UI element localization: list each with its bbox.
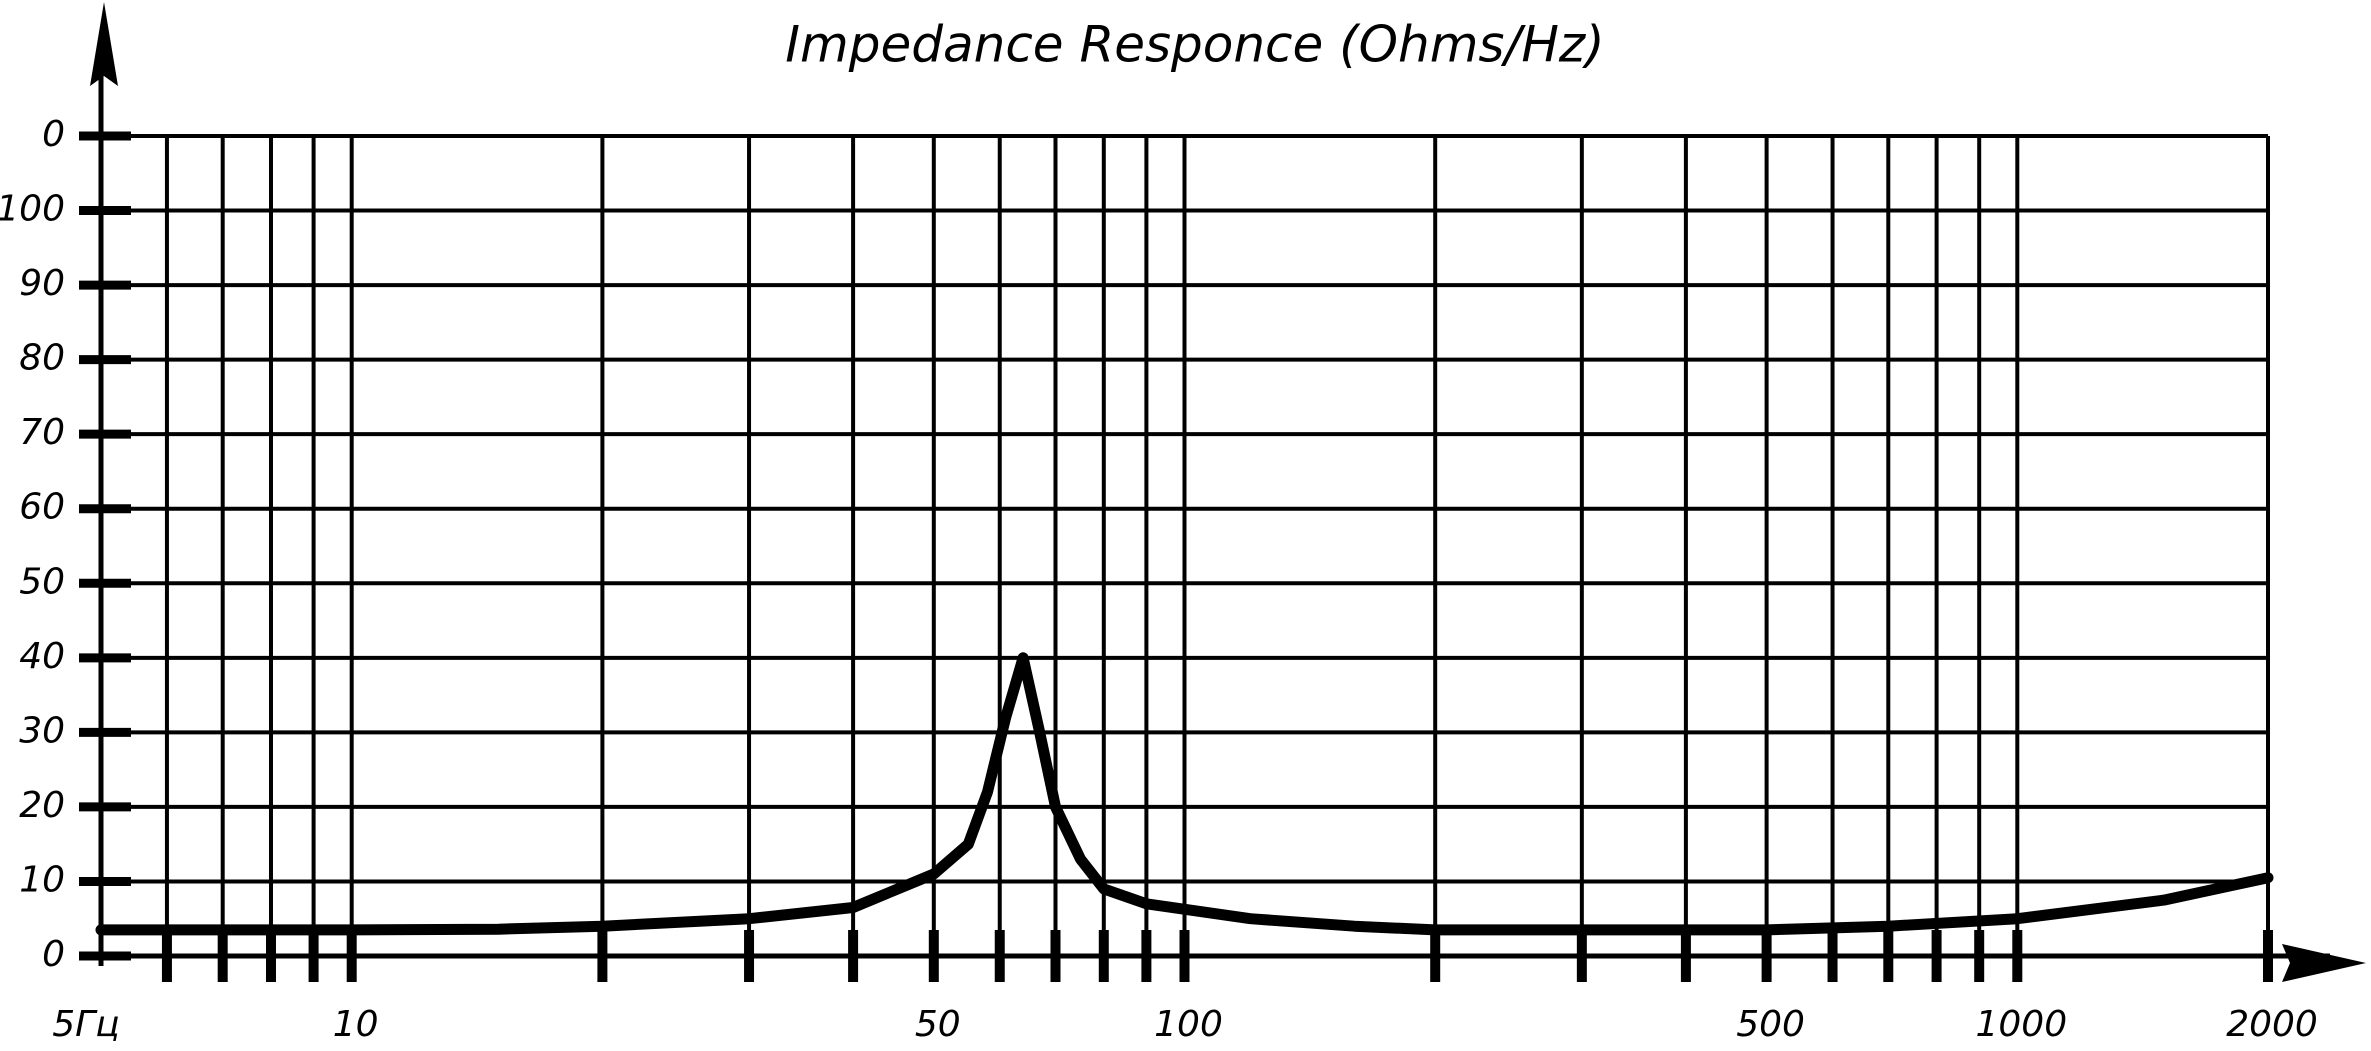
x-tick-label: 1000 bbox=[1975, 1004, 2067, 1045]
y-tick-label: 20 bbox=[19, 785, 65, 826]
y-tick-label: 40 bbox=[19, 636, 65, 677]
x-tick-label: 2000 bbox=[2226, 1004, 2318, 1045]
x-tick-label: 5Гц bbox=[52, 1004, 119, 1045]
y-tick-label: 80 bbox=[19, 338, 65, 379]
chart-title: Impedance Responce (Ohms/Hz) bbox=[785, 16, 1604, 74]
y-tick-label: 0 bbox=[42, 934, 65, 975]
x-tick-label: 100 bbox=[1154, 1004, 1223, 1045]
x-axis-arrow bbox=[2282, 944, 2366, 982]
x-tick-label: 50 bbox=[915, 1004, 961, 1045]
y-tick-label: 0 bbox=[42, 114, 65, 155]
x-tick-label: 500 bbox=[1736, 1004, 1805, 1045]
y-tick-label: 10 bbox=[19, 859, 65, 900]
y-axis-arrow bbox=[90, 2, 118, 86]
y-tick-label: 100 bbox=[0, 189, 65, 230]
y-tick-label: 50 bbox=[19, 561, 65, 602]
x-tick-label: 10 bbox=[333, 1004, 379, 1045]
impedance-curve bbox=[95, 652, 2274, 936]
y-tick-label: 60 bbox=[19, 487, 65, 528]
y-tick-label: 70 bbox=[19, 412, 65, 453]
y-tick-label: 90 bbox=[19, 263, 65, 304]
y-tick-label: 30 bbox=[19, 710, 65, 751]
